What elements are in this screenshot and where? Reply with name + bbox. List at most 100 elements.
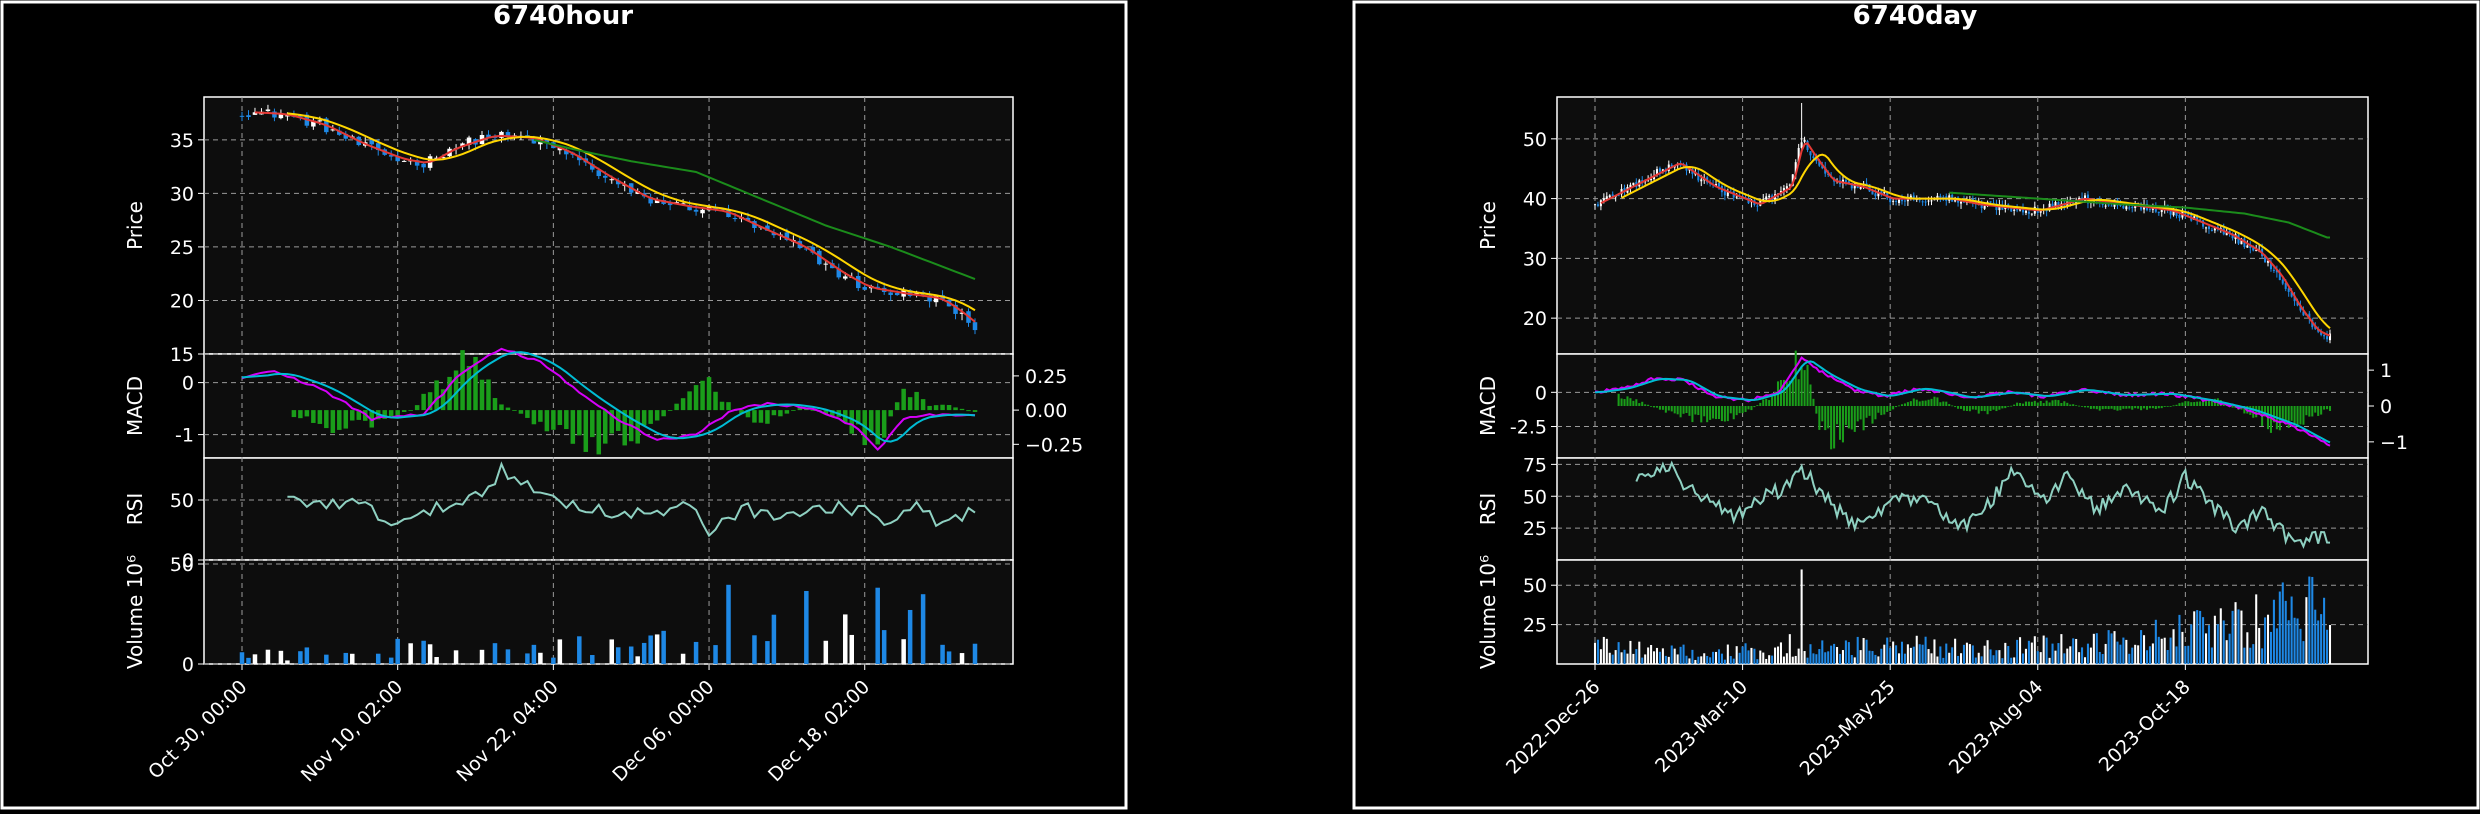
macd-y-tick-label-right: 0 [2380, 396, 2392, 418]
candle [1785, 186, 1788, 189]
volume-bar [901, 639, 906, 664]
macd-histogram-bar [1641, 401, 1644, 406]
volume-bar [1797, 648, 1800, 664]
macd-histogram-bar [1738, 406, 1741, 414]
macd-histogram-bar [362, 410, 368, 421]
volume-bar [1605, 638, 1608, 664]
macd-histogram-bar [1797, 379, 1800, 406]
volume-bar [1833, 643, 1836, 664]
macd-histogram-bar [2095, 406, 2098, 410]
macd-histogram-bar [350, 410, 355, 421]
candle [726, 210, 731, 218]
macd-histogram-bar [830, 410, 835, 417]
candle [2213, 227, 2216, 231]
candle [1847, 181, 1850, 184]
volume-bar [1900, 641, 1904, 664]
macd-histogram-bar [2051, 400, 2054, 406]
volume-bar [1762, 652, 1765, 664]
macd-histogram-bar [1883, 406, 1886, 415]
volume-bar [1850, 654, 1853, 664]
macd-axis-label: MACD [123, 376, 147, 436]
volume-bar [1856, 636, 1859, 664]
macd-histogram-bar [875, 410, 880, 445]
macd-histogram-bar [1915, 399, 1918, 406]
macd-y-tick-label-right: 0.00 [1025, 400, 1067, 422]
volume-bar [1806, 657, 1809, 664]
candle [1980, 203, 1983, 208]
volume-bar [2202, 617, 2205, 664]
candle [577, 155, 582, 161]
macd-histogram-bar [343, 410, 349, 429]
candle [2039, 210, 2042, 213]
volume-bar [2225, 640, 2228, 664]
macd-histogram-bar [447, 376, 452, 411]
volume-bar [1759, 650, 1762, 664]
macd-histogram-bar [726, 402, 731, 411]
macd-histogram-bar [2110, 406, 2113, 409]
volume-bar [2045, 637, 2048, 664]
macd-histogram-bar [953, 407, 958, 411]
candle [375, 143, 381, 151]
volume-bar [2258, 627, 2261, 664]
macd-histogram-bar [1992, 406, 1995, 410]
candle [2148, 209, 2151, 211]
macd-histogram-bar [1856, 406, 1859, 422]
rsi-axis-label: RSI [123, 493, 147, 526]
macd-histogram-bar [2163, 406, 2166, 407]
volume-bar [2234, 602, 2237, 664]
volume-bar [2122, 637, 2125, 664]
volume-bar [1679, 646, 1682, 664]
candle [1602, 198, 1605, 202]
volume-bar [1653, 651, 1656, 664]
macd-histogram-bar [564, 410, 569, 430]
candle [1800, 142, 1803, 148]
macd-histogram-bar [972, 410, 978, 412]
macd-histogram-bar [1906, 402, 1909, 406]
volume-bar [1611, 654, 1614, 664]
candle [590, 164, 595, 170]
macd-histogram-bar [1850, 406, 1853, 430]
volume-bar [557, 639, 563, 664]
price-y-tick-label: 30 [170, 183, 194, 205]
volume-bar [1951, 647, 1954, 664]
macd-histogram-bar [2296, 406, 2299, 427]
volume-bar [1895, 645, 1898, 664]
macd-histogram-bar [603, 410, 608, 444]
candle [2054, 202, 2057, 207]
ma-short-line [1600, 142, 2331, 337]
macd-histogram-bar [1670, 406, 1673, 412]
macd-histogram-bar [1629, 398, 1632, 406]
macd-histogram-bar [2157, 406, 2160, 409]
candle [894, 292, 900, 296]
volume-bar [2036, 651, 2039, 664]
candle [1806, 141, 1809, 151]
macd-histogram-bar [518, 410, 524, 414]
volume-bar [1614, 650, 1617, 664]
macd-histogram-bar [1918, 401, 1921, 406]
macd-histogram-bar [1841, 406, 1844, 443]
macd-histogram-bar [1948, 404, 1951, 406]
volume-bar [907, 609, 913, 664]
macd-histogram-bar [590, 410, 595, 438]
macd-histogram-bar [1729, 406, 1732, 414]
macd-histogram-bar [1653, 406, 1656, 408]
volume-bar [1794, 655, 1797, 664]
candle [817, 250, 822, 265]
price-y-tick-label: 20 [1523, 308, 1547, 330]
volume-bar [2314, 609, 2317, 664]
macd-histogram-bar [2148, 406, 2151, 409]
macd-histogram-bar [2083, 406, 2087, 408]
rsi-y-tick-label: 50 [170, 490, 194, 512]
candle [2252, 247, 2255, 251]
candle [1632, 182, 1635, 186]
candle [2249, 246, 2252, 249]
volume-bar [1765, 658, 1768, 664]
volume-bar [1889, 647, 1892, 664]
volume-bar [2246, 632, 2249, 664]
candle [2172, 210, 2175, 216]
candle [2290, 291, 2293, 297]
volume-bar [1824, 652, 1827, 664]
candle [1782, 188, 1785, 191]
volume-bar [875, 587, 880, 664]
volume-bar [972, 643, 978, 664]
